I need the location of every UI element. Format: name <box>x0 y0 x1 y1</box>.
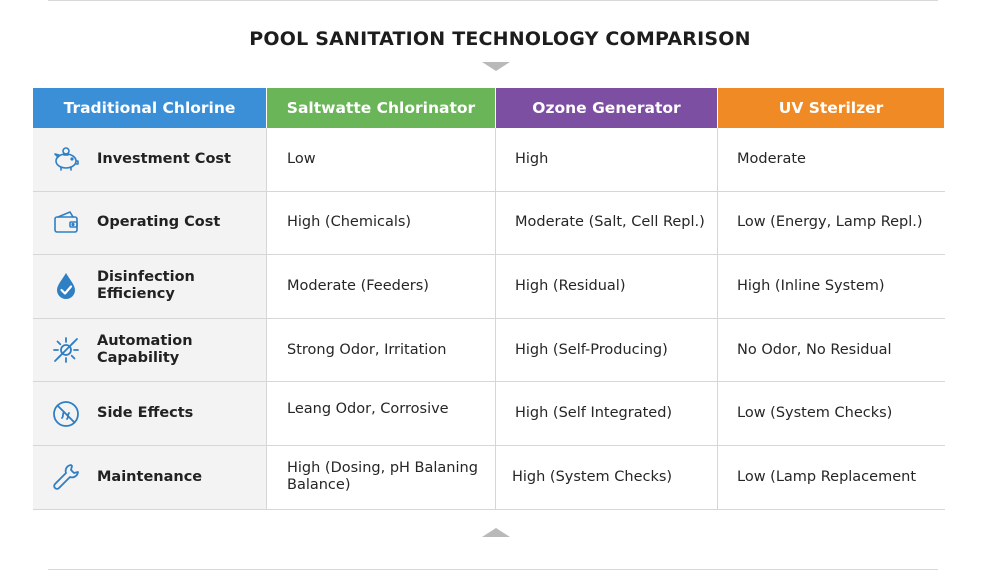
page-title: POOL SANITATION TECHNOLOGY COMPARISON <box>249 28 751 50</box>
header-ozone-generator: Ozone Generator <box>496 88 718 128</box>
cell-uv: Low (Lamp Replacement <box>737 468 916 485</box>
row-label: Maintenance <box>33 445 267 509</box>
cell-saltwater: Strong Odor, Irritation <box>267 318 496 382</box>
header-saltwater-chlorinator: Saltwatte Chlorinator <box>267 88 496 128</box>
table-row: Operating Cost High (Chemicals) Moderate… <box>33 191 945 256</box>
cell-uv: No Odor, No Residual <box>737 341 892 358</box>
cell-ozone: High (Self-Producing) <box>496 318 718 382</box>
cell-uv: High (Inline System) <box>737 277 885 294</box>
row-label: Side Effects <box>33 382 267 445</box>
row-label-text: Investment Cost <box>97 150 231 167</box>
table-row: Automation Capability Strong Odor, Irrit… <box>33 318 945 383</box>
row-label: Investment Cost <box>33 128 267 191</box>
row-label-text: Side Effects <box>97 405 194 422</box>
header-uv-sterilizer: UV Sterilzer <box>718 88 945 128</box>
cell-saltwater: Low <box>267 128 496 191</box>
row-label-text: Disinfection Efficiency <box>97 269 195 303</box>
gear-automation-icon <box>49 333 83 367</box>
wrench-icon <box>49 460 83 494</box>
table-row: Maintenance High (Dosing, pH Balaning Ba… <box>33 445 945 510</box>
cell-saltwater: High (Chemicals) <box>267 191 496 255</box>
row-label-text: Operating Cost <box>97 214 221 231</box>
row-label: Operating Cost <box>33 191 267 255</box>
cell-saltwater: Leang Odor, Corrosive <box>267 382 496 445</box>
table-header-row: Traditional Chlorine Saltwatte Chlorinat… <box>33 88 945 128</box>
cell-ozone: Moderate (Salt, Cell Repl.) <box>496 191 718 255</box>
piggy-bank-icon <box>49 142 83 176</box>
top-divider <box>48 0 938 1</box>
cell-saltwater: High (Dosing, pH Balaning Balance) <box>267 445 496 509</box>
bottom-divider <box>48 569 938 570</box>
header-traditional-chlorine: Traditional Chlorine <box>33 88 267 128</box>
down-arrow-icon <box>482 62 510 71</box>
cell-ozone: High (Self Integrated) <box>496 382 718 445</box>
row-label-text: Maintenance <box>97 468 203 485</box>
row-label: Disinfection Efficiency <box>33 255 267 318</box>
cell-ozone: High (System Checks) <box>496 445 718 509</box>
comparison-table: Traditional Chlorine Saltwatte Chlorinat… <box>33 88 945 510</box>
table-row: Investment Cost Low High Moderate <box>33 128 945 192</box>
table-row: Disinfection Efficiency Moderate (Feeder… <box>33 255 945 319</box>
table-row: Side Effects Leang Odor, Corrosive High … <box>33 382 945 446</box>
cell-ozone: High <box>496 128 718 191</box>
no-odor-icon <box>49 397 83 431</box>
wallet-icon <box>49 206 83 240</box>
row-label: Automation Capability <box>33 318 267 382</box>
cell-uv: Low (System Checks) <box>737 405 893 422</box>
cell-ozone: High (Residual) <box>496 255 718 318</box>
row-label-text: Automation Capability <box>97 333 193 367</box>
cell-uv: Moderate <box>737 150 806 167</box>
up-arrow-icon <box>482 528 510 537</box>
water-drop-check-icon <box>49 269 83 303</box>
cell-saltwater: Moderate (Feeders) <box>267 255 496 318</box>
cell-uv: Low (Energy, Lamp Repl.) <box>737 214 923 231</box>
